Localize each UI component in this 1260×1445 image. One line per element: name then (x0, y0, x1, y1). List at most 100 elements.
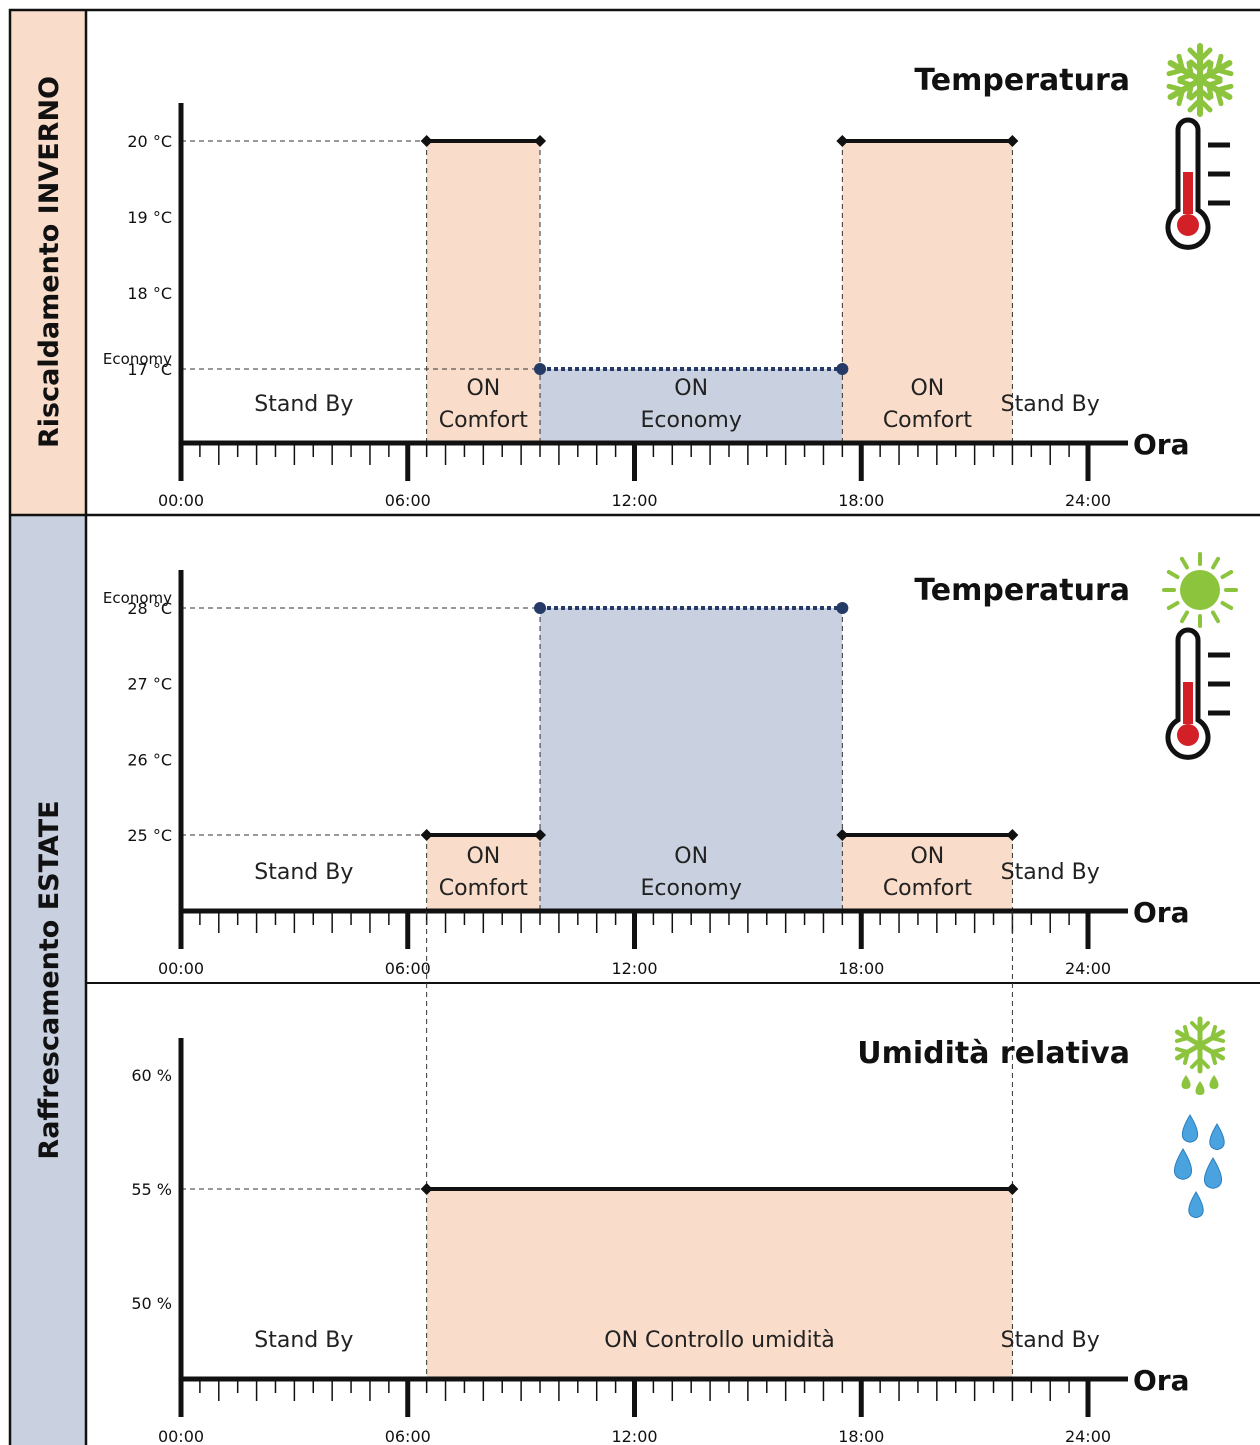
comfort-label: ON (910, 376, 944, 401)
water-drop (1181, 1114, 1199, 1143)
frost-arm (1190, 1042, 1210, 1074)
frost-branch (1209, 1025, 1226, 1043)
frost-arm (1174, 1042, 1203, 1065)
snowflake-branch (1187, 47, 1213, 64)
snowflake-arm (1166, 53, 1203, 83)
comfort-level-marker (1006, 829, 1019, 841)
x-tick-label: 24:00 (1065, 491, 1111, 510)
sun-ray-stroke (1211, 610, 1220, 624)
standby-label: Stand By (254, 1328, 353, 1353)
sun-ray (1166, 601, 1180, 610)
x-tick-label: 06:00 (385, 491, 431, 510)
y-tick-label: 55 % (131, 1180, 172, 1199)
sun-ray (1180, 610, 1189, 624)
standby-label: Stand By (1001, 1328, 1100, 1353)
economy-label: Economy (641, 408, 742, 433)
y-tick-label: 18 °C (127, 284, 172, 303)
comfort-fill-1 (426, 141, 541, 443)
frost-branch (1209, 1047, 1226, 1065)
y-tick-label: 50 % (131, 1294, 172, 1313)
comfort-label: Comfort (883, 408, 973, 433)
y-tick-label: 26 °C (127, 750, 172, 769)
chart-panels: 00:00 06:00 12:00 18:00 24:00 Ora 20 °C 19 °C 18… (103, 63, 1190, 1445)
frost-drop (1209, 1075, 1219, 1089)
thermometer-icon (1165, 117, 1230, 250)
comfort-label: Comfort (439, 876, 529, 901)
sun-ray-stroke (1180, 610, 1189, 624)
snowflake-branch (1205, 60, 1223, 82)
winter-section-label: Riscaldamento INVERNO (34, 76, 65, 448)
economy-level-marker (836, 602, 849, 614)
economy-level-marker (534, 363, 547, 375)
x-tick-label: 12:00 (611, 1427, 657, 1445)
water-drop (1188, 1191, 1204, 1219)
comfort-label: Comfort (883, 876, 973, 901)
sun-ray-stroke (1180, 556, 1189, 570)
comfort-level-marker (1006, 1183, 1019, 1195)
sun-ray (1220, 601, 1234, 610)
economy-fill-2 (540, 608, 843, 911)
summer-section-label: Raffrescamento ESTATE (34, 800, 65, 1159)
y-tick-label: 17 °C (127, 360, 172, 379)
sun-ray (1211, 556, 1220, 570)
x-tick-label: 00:00 (158, 491, 204, 510)
snowflake-branch (1214, 53, 1234, 77)
comfort-label: ON (910, 844, 944, 869)
water-drop (1173, 1148, 1193, 1180)
frost-branch (1174, 1047, 1191, 1065)
sun-ray-stroke (1166, 570, 1180, 579)
comfort-level-marker (420, 829, 433, 841)
frost-arm (1190, 1016, 1210, 1048)
comfort-label: ON (466, 376, 500, 401)
comfort-fill-1 (426, 835, 541, 911)
frost-branch (1190, 1021, 1210, 1034)
comfort-level-marker (1006, 135, 1019, 147)
snowflake-icon (1166, 43, 1234, 117)
snowflake-branch (1177, 78, 1195, 100)
snowflake-arm (1197, 77, 1234, 107)
x-tick-label: 24:00 (1065, 1427, 1111, 1445)
snowflake-branch (1187, 96, 1213, 113)
economy-level-marker (534, 602, 547, 614)
snowflake-branch (1166, 53, 1186, 77)
summer-section-band (10, 515, 86, 1445)
frost-arm (1174, 1025, 1203, 1048)
y-tick-economy-label: Economy (103, 350, 172, 368)
x-tick-label: 06:00 (385, 959, 431, 978)
sun-ray (1211, 610, 1220, 624)
economy-label: ON (674, 376, 708, 401)
thermometer-mercury (1183, 172, 1193, 214)
y-tick-label: 60 % (131, 1066, 172, 1085)
snowflake-branch (1205, 78, 1223, 100)
comfort-fill-3 (842, 141, 1013, 443)
icon-column (1162, 43, 1238, 1219)
standby-label: Stand By (254, 860, 353, 885)
snowflake-branch (1188, 86, 1212, 101)
winter-temp-chart: 00:00 06:00 12:00 18:00 24:00 Ora 20 °C 19 °C 18… (103, 63, 1190, 510)
sun-ray-stroke (1211, 556, 1220, 570)
comfort-level-marker (420, 135, 433, 147)
frost-arm (1197, 1042, 1226, 1065)
economy-label: ON (674, 844, 708, 869)
standby-label: Stand By (1001, 392, 1100, 417)
chart-title: Temperatura (914, 573, 1130, 608)
frost-arm (1197, 1025, 1226, 1048)
y-tick-label: 19 °C (127, 208, 172, 227)
water-drop (1203, 1157, 1223, 1189)
sun-ray-stroke (1220, 601, 1234, 610)
economy-level-marker (836, 363, 849, 375)
sun-icon (1162, 552, 1238, 628)
comfort-label: ON (466, 844, 500, 869)
water-drops-icon (1173, 1114, 1225, 1219)
snowflake-branch (1166, 83, 1186, 107)
frost-drop (1195, 1081, 1205, 1095)
frost-branch (1190, 1056, 1210, 1069)
x-tick-label: 24:00 (1065, 959, 1111, 978)
economy-fill-2 (540, 369, 843, 443)
sun-ray (1180, 556, 1189, 570)
snowflake-arm (1166, 77, 1203, 107)
sun-ray-stroke (1166, 601, 1180, 610)
snowflake-arm (1197, 53, 1234, 83)
comfort-level-marker (534, 135, 547, 147)
